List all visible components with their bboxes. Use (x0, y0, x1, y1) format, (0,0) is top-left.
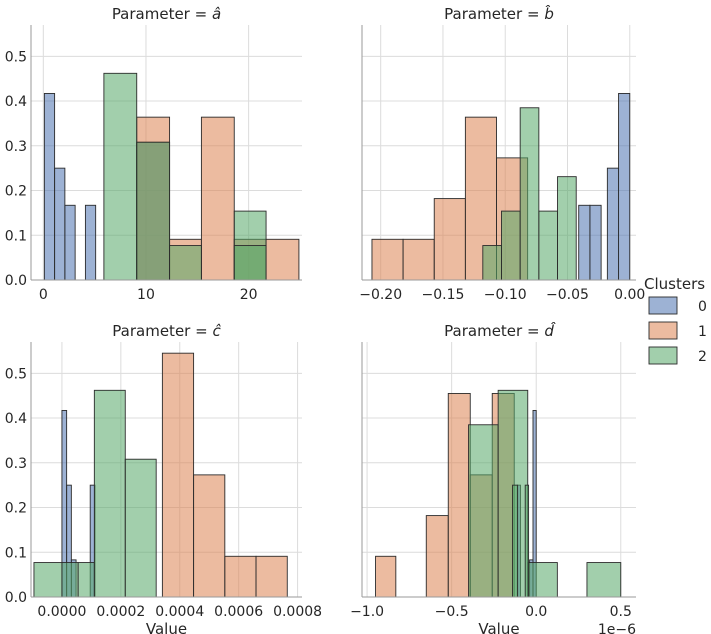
bar-cluster-0 (43, 92, 56, 281)
bar-cluster-2 (501, 210, 521, 281)
legend-label-1: 1 (698, 324, 707, 340)
bar-cluster-2 (512, 484, 519, 598)
ytick-label: 0.1 (5, 228, 27, 244)
ytick-label: 0.2 (5, 501, 27, 517)
xtick-label: 0.0 (525, 604, 547, 620)
bar-cluster-1 (371, 238, 404, 281)
bar-cluster-1 (375, 555, 397, 598)
xtick-label: 20 (240, 287, 258, 303)
panel-title: Parameter = b̂ (444, 4, 554, 23)
xtick-label: −0.05 (546, 287, 589, 303)
xtick-label: 0.0006 (214, 604, 263, 620)
x-axis-label: Value (146, 620, 187, 634)
legend-label-0: 0 (698, 299, 707, 315)
bar-cluster-1 (425, 515, 449, 598)
bar-cluster-0 (84, 204, 97, 281)
bar-cluster-2 (61, 562, 79, 598)
bar-cluster-2 (524, 484, 530, 598)
bar-cluster-2 (468, 424, 499, 598)
xtick-label: 0.0004 (155, 604, 204, 620)
panel-c: 0.0000 0.0002 0.0004 0.0006 0.0008 0.0 0.1 0.2 0… (5, 322, 322, 634)
bar-cluster-1 (224, 555, 257, 598)
axis-offset-label: 1e−6 (598, 622, 636, 634)
xtick-label: 0.00 (614, 287, 645, 303)
ytick-label: 0.3 (5, 456, 27, 472)
ytick-label: 0.4 (5, 94, 27, 110)
bar-cluster-1 (255, 555, 288, 598)
bar-cluster-2 (557, 176, 577, 281)
x-axis-label: Value (478, 620, 519, 634)
bar-cluster-2 (136, 141, 171, 281)
legend-title: Clusters (644, 275, 705, 293)
xtick-label: −0.20 (359, 287, 402, 303)
bar-cluster-0 (578, 204, 591, 281)
bar-cluster-2 (527, 562, 558, 598)
xtick-label: 0.0000 (37, 604, 86, 620)
panels-group: 0 10 20 0.0 0.1 0.2 0.3 0.4 0.5 Parameter = â −0.… (5, 4, 646, 634)
ytick-label: 0.2 (5, 184, 27, 200)
legend-swatch-0 (648, 296, 678, 315)
panel-title: Parameter = â (112, 5, 221, 23)
legend-label-2: 2 (698, 349, 707, 365)
ytick-label: 0.0 (5, 590, 27, 606)
xtick-label: 0.0008 (273, 604, 322, 620)
bar-cluster-1 (433, 198, 466, 281)
bar-cluster-2 (233, 245, 267, 281)
legend: Clusters 0 1 2 (644, 275, 707, 365)
panel-d: −1.0 −0.5 0.0 0.5 Parameter = d̂ Value 1e−6 (350, 321, 636, 634)
bar-cluster-2 (519, 107, 540, 281)
bar-cluster-0 (589, 204, 602, 281)
xtick-label: 0.5 (610, 604, 632, 620)
xtick-label: −0.15 (422, 287, 465, 303)
ytick-label: 0.1 (5, 545, 27, 561)
bar-cluster-1 (265, 238, 300, 281)
ytick-label: 0.3 (5, 139, 27, 155)
ytick-label: 0.4 (5, 411, 27, 427)
xtick-label: 0.0002 (96, 604, 145, 620)
bar-cluster-0 (618, 92, 631, 281)
bar-cluster-2 (586, 562, 622, 598)
xtick-label: −0.5 (435, 604, 469, 620)
bar-cluster-1 (161, 352, 195, 598)
bar-cluster-1 (193, 474, 226, 598)
bar-cluster-2 (77, 562, 95, 598)
panel-a: 0 10 20 0.0 0.1 0.2 0.3 0.4 0.5 Parameter = â (5, 5, 302, 303)
xtick-label: −0.10 (484, 287, 527, 303)
panel-title: Parameter = ĉ (112, 322, 221, 340)
xtick-label: −1.0 (350, 604, 384, 620)
bar-cluster-2 (482, 245, 502, 281)
bar-cluster-2 (93, 389, 126, 598)
bar-cluster-2 (538, 210, 558, 281)
bar-cluster-2 (33, 562, 63, 598)
ytick-label: 0.5 (5, 366, 27, 382)
legend-swatch-2 (648, 346, 678, 365)
bar-cluster-2 (124, 458, 157, 598)
panel-title: Parameter = d̂ (444, 321, 556, 340)
bar-cluster-2 (169, 245, 202, 281)
xtick-label: 0 (39, 287, 48, 303)
bar-cluster-0 (54, 167, 66, 281)
ytick-label: 0.5 (5, 49, 27, 65)
bar-cluster-0 (606, 167, 620, 281)
legend-swatch-1 (648, 321, 678, 340)
bar-cluster-1 (447, 392, 471, 598)
ytick-label: 0.0 (5, 273, 27, 289)
xtick-label: 10 (137, 287, 155, 303)
bar-cluster-1 (402, 238, 435, 281)
bar-cluster-2 (103, 72, 138, 281)
panel-b: −0.20 −0.15 −0.10 −0.05 0.00 Parameter = b̂ (359, 4, 645, 303)
bar-cluster-1 (200, 116, 235, 281)
bar-cluster-0 (64, 204, 76, 281)
